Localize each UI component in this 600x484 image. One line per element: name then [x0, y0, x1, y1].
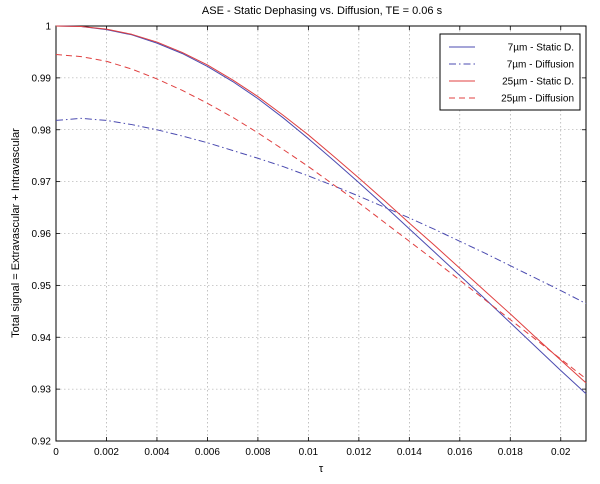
- x-tick-label: 0.018: [498, 447, 523, 458]
- y-tick-label: 0.98: [32, 125, 52, 136]
- y-axis-label: Total signal = Extravascular + Intravasc…: [10, 128, 22, 338]
- x-tick-label: 0.02: [551, 447, 571, 458]
- y-tick-label: 0.95: [32, 281, 52, 292]
- legend-label-3: 25µm - Static D.: [502, 77, 574, 88]
- axis-ticks: 0 0.002 0.004 0.006 0.008 0.01 0.012 0.014 0.016…: [32, 22, 586, 458]
- series-line-2: [55, 117, 587, 304]
- legend-label-1: 7µm - Static D.: [508, 43, 574, 54]
- legend-label-4: 25µm - Diffusion: [501, 94, 574, 105]
- chart-title: ASE - Static Dephasing vs. Diffusion, TE…: [202, 5, 443, 17]
- y-tick-label: 0.96: [32, 229, 52, 240]
- legend-label-2: 7µm - Diffusion: [507, 60, 574, 71]
- series-line-1: [55, 25, 587, 395]
- chart-legend: 7µm - Static D. 7µm - Diffusion 25µm - Sta…: [439, 33, 581, 111]
- x-axis-label: τ: [319, 463, 324, 475]
- x-tick-label: 0.006: [195, 447, 220, 458]
- x-tick-label: 0.016: [447, 447, 472, 458]
- y-tick-label: 0.94: [32, 333, 52, 344]
- series-lines: [55, 25, 587, 395]
- x-tick-label: 0.012: [346, 447, 371, 458]
- series-line-4: [55, 54, 587, 380]
- y-tick-label: 0.97: [32, 177, 52, 188]
- x-tick-label: 0.014: [397, 447, 422, 458]
- x-tick-label: 0.004: [144, 447, 169, 458]
- y-tick-label: 0.93: [32, 385, 52, 396]
- x-tick-label: 0.01: [299, 447, 319, 458]
- series-line-3: [55, 25, 587, 384]
- y-tick-label: 0.92: [32, 437, 52, 448]
- y-tick-label: 1: [45, 22, 51, 33]
- x-tick-label: 0.008: [245, 447, 270, 458]
- x-tick-label: 0: [53, 447, 59, 458]
- x-tick-label: 0.002: [94, 447, 119, 458]
- y-tick-label: 0.99: [32, 73, 52, 84]
